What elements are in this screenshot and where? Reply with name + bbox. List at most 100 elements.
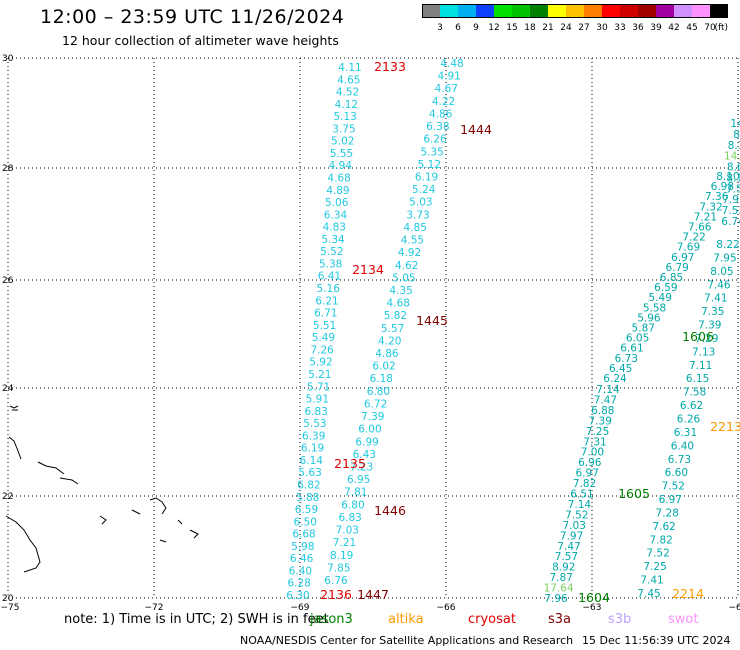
- wave-height-value: 7.32: [699, 201, 722, 213]
- wave-height-value: 4.68: [327, 173, 350, 185]
- scale-label: 3: [437, 23, 443, 33]
- wave-height-value: 7.96: [544, 593, 568, 605]
- scale-swatch: [458, 4, 476, 18]
- wave-height-value: 6.98: [711, 181, 734, 193]
- wave-height-value: 6.74: [721, 216, 740, 228]
- wave-height-value: 4.48: [440, 58, 463, 70]
- wave-height-value: 8.3: [728, 140, 740, 152]
- wave-height-value: 5.13: [333, 111, 356, 123]
- scale-swatch: [566, 4, 584, 18]
- scale-label: 12: [488, 23, 499, 33]
- wave-height-value: 7.53: [722, 205, 740, 217]
- wave-height-value: 4.12: [335, 99, 358, 111]
- wave-height-value: 4.55: [401, 235, 424, 247]
- wave-height-value: 6.83: [304, 406, 327, 418]
- lon-label: −66: [437, 603, 456, 610]
- wave-height-value: 5.34: [321, 234, 345, 246]
- wave-height-value: 7.82: [573, 478, 596, 490]
- wave-height-value: 6.28: [288, 578, 311, 590]
- pass-label: 1445: [416, 313, 448, 328]
- wave-height-value: 8.6: [727, 162, 740, 174]
- scale-label: 6: [455, 23, 461, 33]
- pass-labels: 2133 1444 2134 1445 2135 1446 2136 1447 1606 1605…: [320, 59, 740, 605]
- generated-timestamp: 15 Dec 11:56:39 UTC 2024: [582, 634, 731, 647]
- wave-height-value: 6.21: [315, 295, 338, 307]
- wave-height-value: 6.31: [674, 427, 697, 439]
- wave-height-value: 7.58: [683, 387, 706, 399]
- wave-height-value: 6.19: [415, 171, 438, 183]
- wave-height-value: 7.25: [643, 561, 666, 573]
- lon-label: −72: [145, 603, 164, 610]
- scale-swatch: [530, 4, 548, 18]
- wave-height-value: 5.51: [313, 320, 336, 332]
- wave-height-value: 5.98: [291, 541, 314, 553]
- wave-height-value: 4.20: [378, 335, 401, 347]
- wave-height-value: 7.52: [662, 481, 685, 493]
- scale-label: 24: [560, 23, 572, 33]
- wave-height-value: 6.45: [609, 363, 632, 375]
- wave-height-value: 5.49: [312, 332, 335, 344]
- scale-swatch: [674, 4, 692, 18]
- wave-height-value: 6.97: [576, 468, 599, 480]
- wave-height-value: 5.91: [306, 394, 329, 406]
- wave-height-value: 6.72: [364, 398, 387, 410]
- pass-label: 2134: [352, 262, 384, 277]
- wave-height-value: 7.00: [581, 447, 604, 459]
- wave-height-value: 5.12: [418, 159, 441, 171]
- chart-subtitle: 12 hour collection of altimeter wave hei…: [62, 33, 339, 48]
- scale-swatch: [710, 4, 728, 18]
- scale-label: 39: [650, 23, 662, 33]
- wave-height-value: 6.61: [620, 343, 643, 355]
- scale-label: 18: [524, 23, 536, 33]
- wave-height-value: 7.41: [640, 575, 663, 587]
- wave-height-value: 6.41: [318, 271, 341, 283]
- wave-height-value: 6.43: [353, 449, 376, 461]
- wave-height-value: 7.81: [344, 487, 367, 499]
- scale-label: 21: [542, 23, 553, 33]
- wave-height-map: −75−72−69−66−63−60302826242220 4.114.654…: [1, 54, 740, 610]
- wave-height-value: 6.96: [578, 457, 602, 469]
- wave-height-value: 6.85: [660, 272, 683, 284]
- scale-label: 45: [686, 23, 697, 33]
- pass-label: 2214: [672, 586, 704, 601]
- wave-height-value: 5.57: [381, 323, 404, 335]
- wave-height-value: 7.14: [596, 384, 620, 396]
- wave-height-value: 7.25: [586, 426, 609, 438]
- wave-height-value: 6.73: [615, 353, 638, 365]
- wave-height-value: 8.19: [330, 550, 353, 562]
- wave-height-value: 3.75: [332, 123, 355, 135]
- satellite-legend-altika: altika: [388, 612, 424, 627]
- lon-label: −63: [583, 603, 602, 610]
- wave-height-value: 6.95: [347, 474, 370, 486]
- wave-height-value: 4.22: [432, 96, 455, 108]
- wave-height-value: 5.03: [409, 197, 432, 209]
- wave-height-value: 7.91: [722, 194, 740, 206]
- axis-labels: −75 −72 −69 −66 −63 −60 30 28 26 24 22 20: [1, 54, 740, 610]
- wave-height-value: 6.40: [671, 440, 694, 452]
- wave-height-value: 4.92: [398, 247, 421, 259]
- wave-height-value: 7.62: [652, 521, 675, 533]
- lon-label: −60: [729, 603, 740, 610]
- scale-label: 15: [506, 23, 517, 33]
- wave-height-value: 6.76: [324, 575, 348, 587]
- wave-height-value: 5.38: [319, 258, 342, 270]
- wave-height-value: 7.35: [701, 306, 724, 318]
- wave-height-value: 7.52: [565, 509, 588, 521]
- wave-height-value: 4.11: [338, 62, 361, 74]
- wave-height-value: 7.03: [336, 525, 359, 537]
- wave-height-value: 7.41: [704, 293, 727, 305]
- wave-height-value: 5.92: [309, 357, 332, 369]
- satellite-legend-jason3: jason3: [310, 612, 353, 627]
- wave-height-value: 7.66: [688, 222, 712, 234]
- wave-height-value: 5.05: [392, 272, 415, 284]
- wave-height-value: 4.83: [323, 222, 346, 234]
- wave-height-value: 8.1: [726, 172, 740, 184]
- wave-height-value: 5.21: [308, 369, 331, 381]
- scale-swatch: [422, 4, 440, 18]
- wave-height-value: 4.91: [437, 71, 460, 83]
- wave-height-value: 6.99: [355, 436, 378, 448]
- wave-height-value: 4.62: [395, 260, 418, 272]
- wave-height-value: 6.30: [286, 590, 309, 602]
- wave-height-value: 6.26: [423, 134, 447, 146]
- wave-height-value: 7.03: [563, 520, 586, 532]
